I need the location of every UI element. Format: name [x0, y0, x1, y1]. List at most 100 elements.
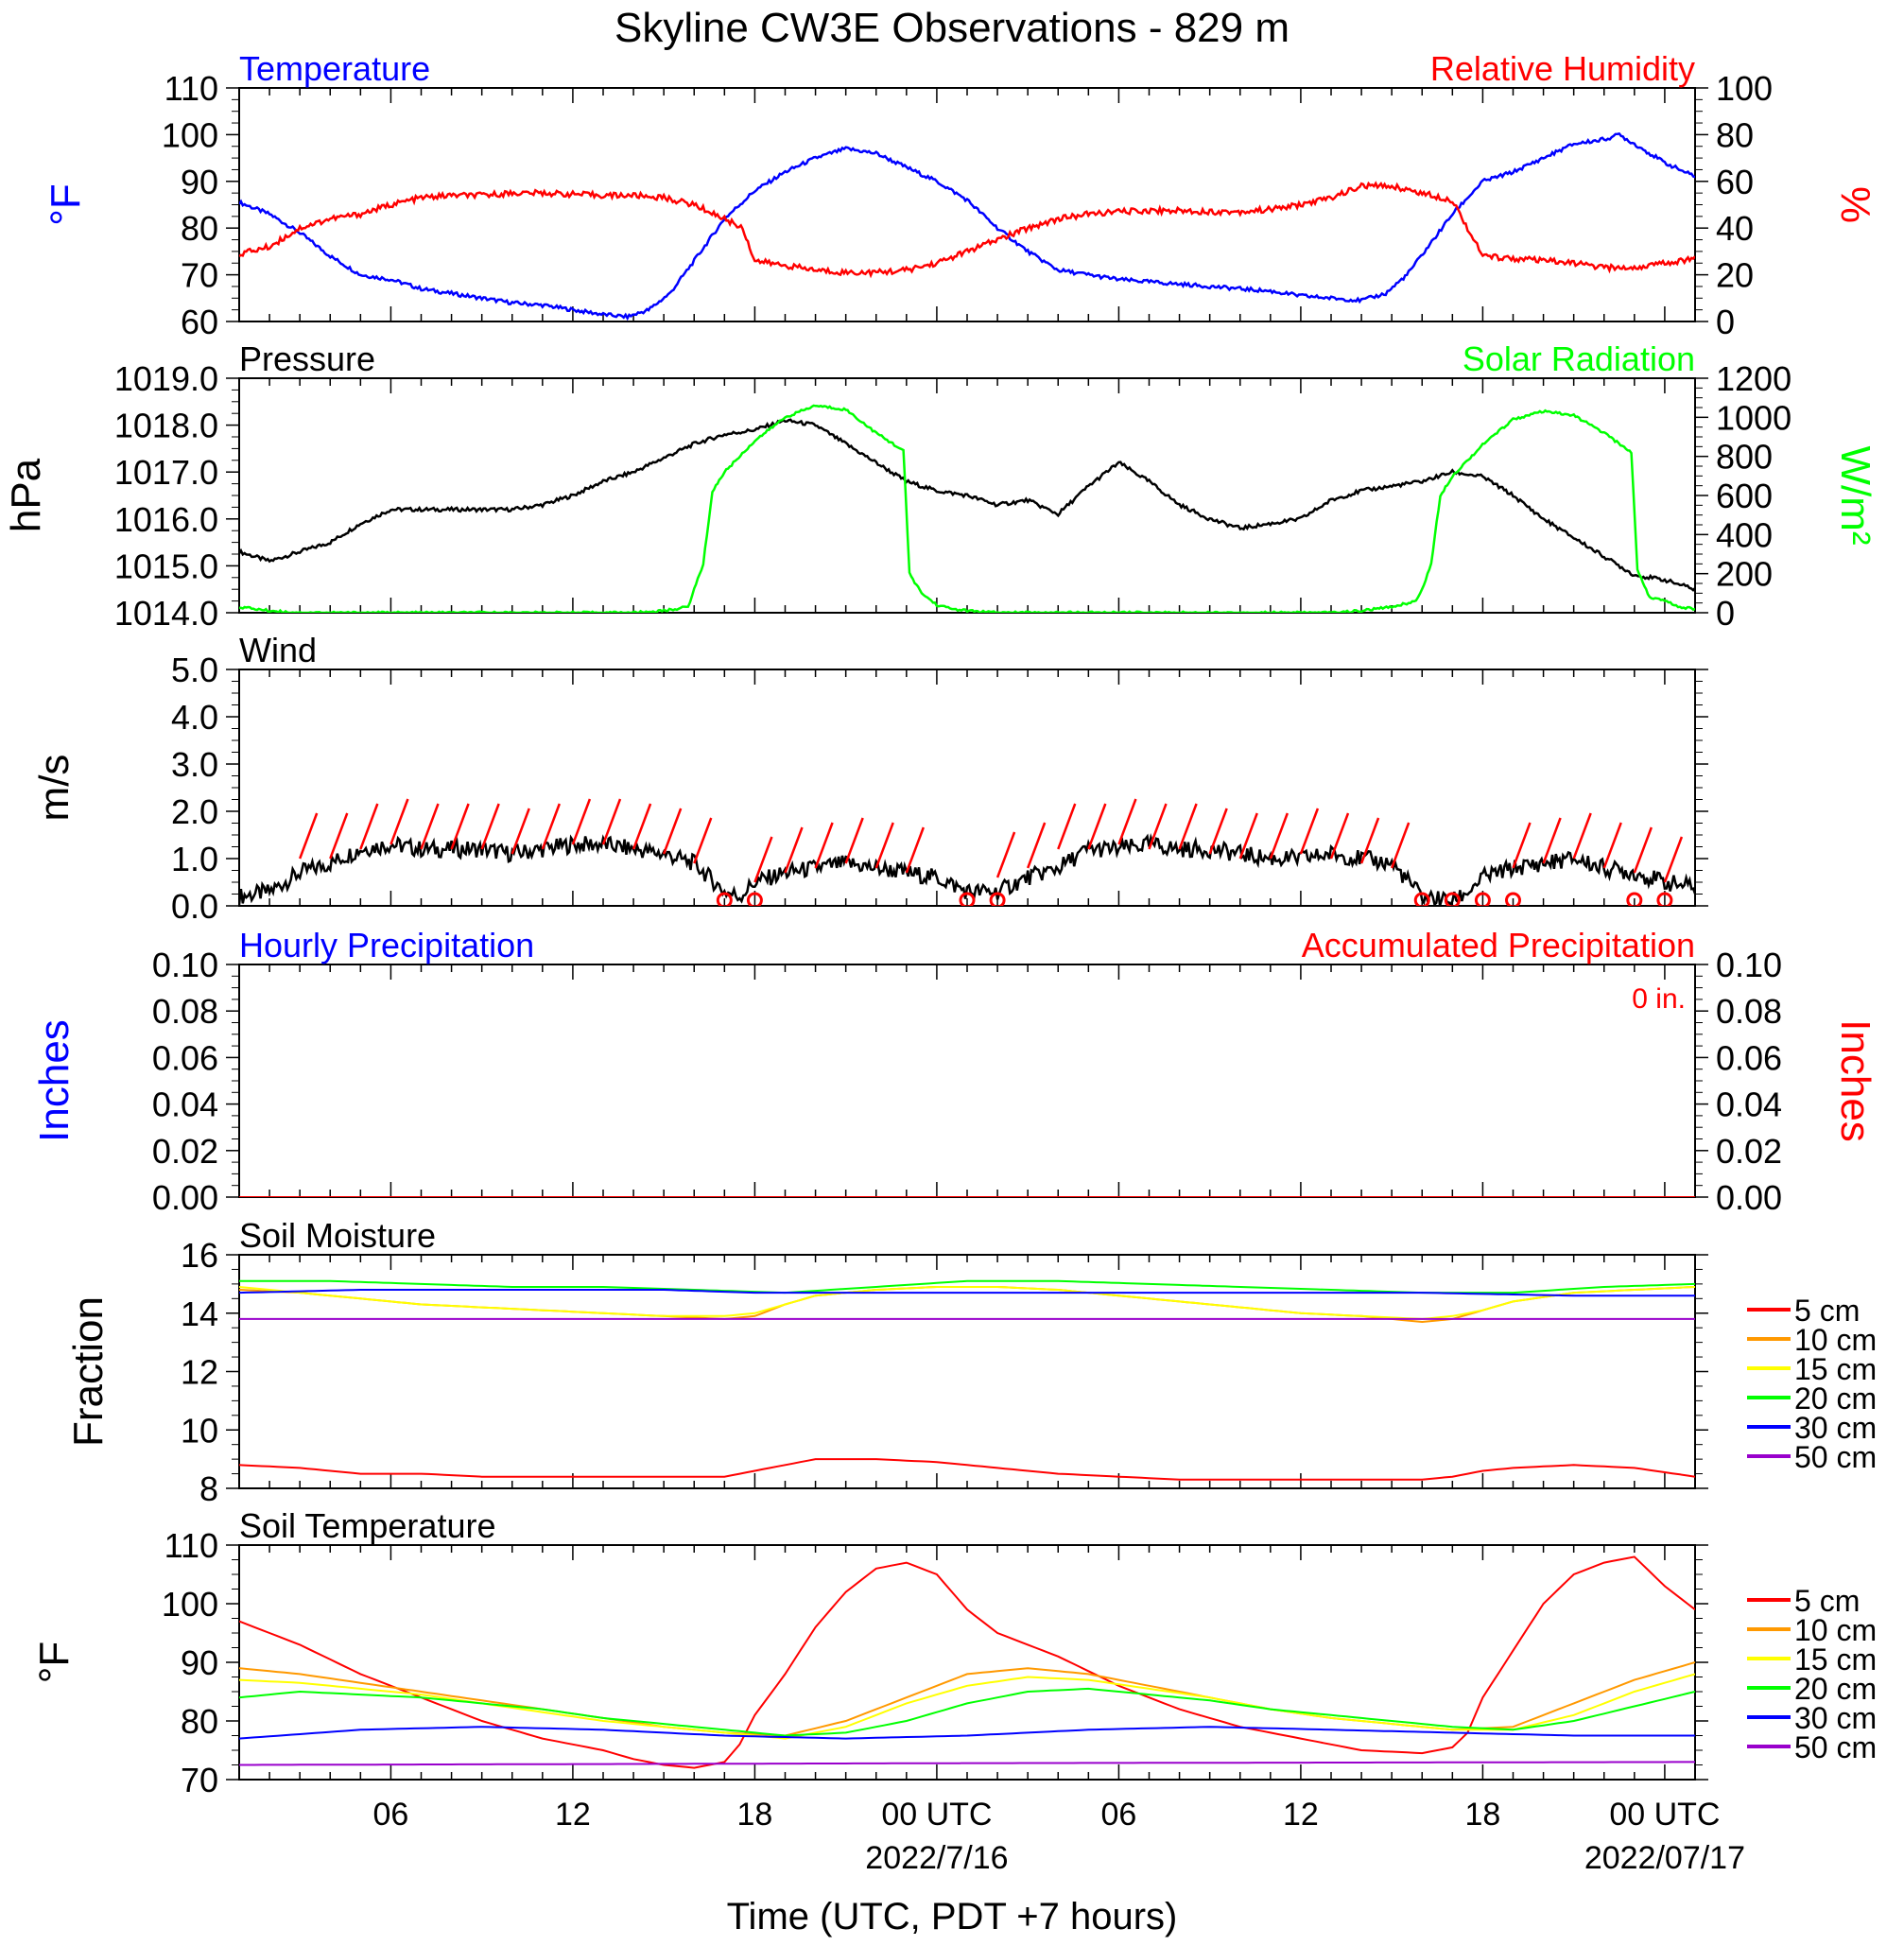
- wind-barb: [1542, 817, 1562, 864]
- panel-3: 0.0 1.0 2.0 3.0 4.0 5.0 Wind m/s: [31, 631, 1708, 926]
- y-tick-label-left: 2.0: [171, 792, 218, 831]
- y-tick-label-left: 70: [181, 1761, 218, 1799]
- y-tick-label-left: 4.0: [171, 698, 218, 737]
- y-tick-label-left: 100: [162, 115, 218, 154]
- y-axis-title-right: %: [1832, 186, 1878, 223]
- wind-barb: [1178, 803, 1198, 850]
- y-tick-label-left: 3.0: [171, 745, 218, 784]
- calm-wind-marker: [959, 892, 976, 906]
- series-group: [239, 798, 1695, 906]
- y-tick-label-left: 1015.0: [114, 547, 218, 585]
- wind-barb: [1633, 826, 1653, 874]
- y-tick-label-left: 1.0: [171, 840, 218, 878]
- y-tick-label-left: 0.06: [152, 1038, 218, 1077]
- y-tick-label-left: 100: [162, 1585, 218, 1624]
- y-axis-title-left: Fraction: [65, 1296, 112, 1447]
- calm-wind-marker: [1656, 892, 1673, 906]
- panel-title-left: Hourly Precipitation: [239, 926, 534, 964]
- x-tick-label: 00 UTC: [881, 1797, 992, 1833]
- y-tick-label-right: 0.06: [1716, 1038, 1782, 1077]
- wind-barb: [662, 808, 683, 855]
- y-tick-label-left: 16: [181, 1236, 218, 1275]
- wind-barb: [1208, 808, 1228, 855]
- series-line: [239, 132, 1695, 321]
- series-line: [239, 1289, 1695, 1297]
- accumulated-value: 0 in.: [1632, 983, 1686, 1015]
- wind-barb: [450, 803, 470, 850]
- wind-barb: [814, 822, 834, 869]
- x-tick-label: 06: [1101, 1797, 1137, 1833]
- series-line: [239, 1761, 1695, 1766]
- y-tick-label-right: 40: [1716, 209, 1754, 248]
- wind-barb: [905, 826, 926, 874]
- legend-label: 50 cm: [1794, 1730, 1877, 1764]
- y-tick-label-left: 60: [181, 303, 218, 341]
- calm-wind-marker: [1444, 892, 1461, 906]
- y-tick-label-left: 1018.0: [114, 407, 218, 445]
- wind-barb: [995, 831, 1016, 878]
- y-tick-label-right: 80: [1716, 115, 1754, 154]
- wind-barb: [753, 836, 773, 883]
- calm-wind-marker: [1413, 892, 1430, 906]
- y-axis-title-left: °F: [31, 1642, 78, 1683]
- legend-label: 50 cm: [1794, 1440, 1877, 1474]
- panel-title-left: Soil Temperature: [239, 1506, 495, 1545]
- legend-label: 20 cm: [1794, 1381, 1877, 1416]
- x-tick-label: 12: [1283, 1797, 1319, 1833]
- series-line: [239, 1286, 1695, 1320]
- wind-barb: [784, 826, 804, 874]
- x-tick-label: 18: [737, 1797, 773, 1833]
- series-line: [239, 1726, 1695, 1740]
- calm-wind-marker: [746, 892, 763, 906]
- wind-barb: [1057, 803, 1077, 850]
- wind-barb: [571, 798, 592, 845]
- y-tick-label-left: 90: [181, 163, 218, 201]
- panel-2: 1014.0 1015.0 1016.0 1017.0 1018.0 1019.0 0200…: [3, 339, 1878, 633]
- y-axis-title-left: m/s: [31, 755, 78, 822]
- wind-barb: [480, 803, 500, 850]
- calm-wind-marker: [1505, 892, 1521, 906]
- y-tick-label-right: 400: [1716, 515, 1773, 554]
- wind-barb: [601, 798, 622, 845]
- calm-wind-marker: [1626, 892, 1643, 906]
- y-tick-label-left: 12: [181, 1353, 218, 1392]
- y-tick-label-right: 0.02: [1716, 1132, 1782, 1171]
- y-tick-label-left: 14: [181, 1294, 218, 1333]
- wind-barb: [1359, 817, 1380, 864]
- y-tick-label-left: 1019.0: [114, 359, 218, 398]
- legend-label: 15 cm: [1794, 1642, 1877, 1677]
- panel-1: 60 70 80 90 100 110 0 20 40 60 80 100 Temperature Rel…: [43, 49, 1878, 341]
- y-tick-label-left: 8: [199, 1469, 218, 1508]
- y-tick-label-left: 0.00: [152, 1178, 218, 1217]
- wind-barb: [298, 812, 319, 860]
- x-date-label: 2022/7/16: [865, 1840, 1008, 1876]
- legend-label: 30 cm: [1794, 1701, 1877, 1735]
- y-tick-label-left: 5.0: [171, 651, 218, 689]
- panel-title-left: Soil Moisture: [239, 1216, 436, 1255]
- y-tick-label-left: 1014.0: [114, 594, 218, 633]
- wind-barb: [359, 803, 379, 850]
- y-axis-title-left: Inches: [31, 1019, 78, 1142]
- y-tick-label-left: 0.0: [171, 887, 218, 926]
- x-tick-label: 00 UTC: [1609, 1797, 1720, 1833]
- legend-label: 30 cm: [1794, 1411, 1877, 1445]
- y-tick-label-right: 60: [1716, 163, 1754, 201]
- y-tick-label-right: 0.00: [1716, 1178, 1782, 1217]
- series-line: [239, 181, 1695, 279]
- wind-barb: [693, 817, 713, 864]
- y-tick-label-left: 110: [164, 69, 218, 108]
- y-tick-label-right: 800: [1716, 438, 1773, 477]
- series-group: [239, 404, 1695, 613]
- y-tick-label-right: 0: [1716, 594, 1735, 633]
- series-line: [239, 1458, 1695, 1481]
- legend-label: 20 cm: [1794, 1672, 1877, 1706]
- y-tick-label-right: 0: [1716, 303, 1735, 341]
- y-tick-label-left: 80: [181, 1702, 218, 1741]
- y-axis-title-right: Inches: [1832, 1019, 1878, 1142]
- y-tick-label-right: 1000: [1716, 398, 1791, 437]
- wind-barb: [1238, 812, 1258, 860]
- legend-label: 10 cm: [1794, 1323, 1877, 1357]
- panel-title-right: Accumulated Precipitation: [1302, 926, 1695, 964]
